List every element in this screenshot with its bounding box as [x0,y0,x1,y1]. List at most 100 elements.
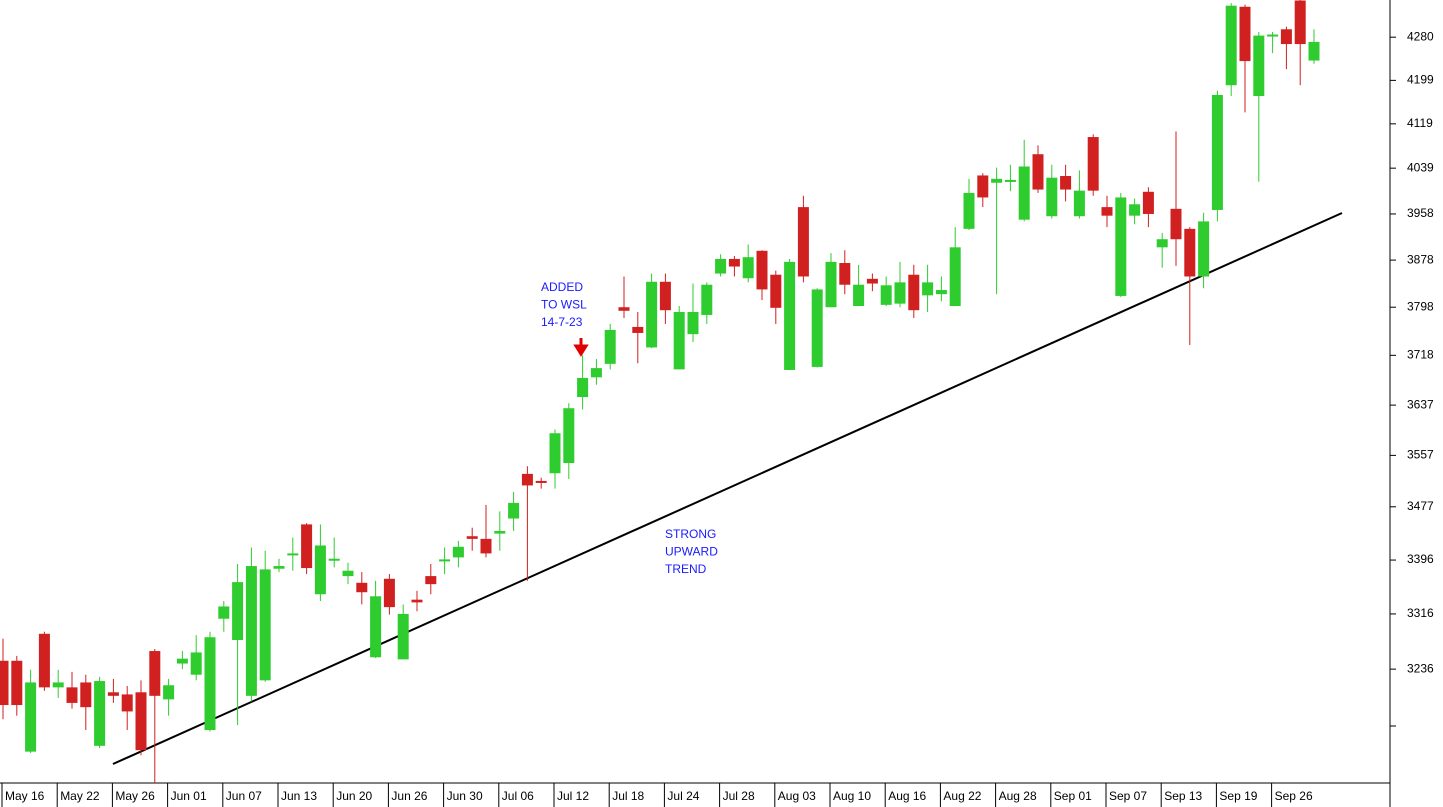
candle-body [25,682,37,752]
x-tick-label: Jun 20 [336,789,372,803]
candle-body [356,582,368,593]
candle-body [11,660,23,706]
candle-body [121,694,133,712]
candle-body [38,633,50,688]
candle-body [1211,94,1223,210]
candle-body [715,258,727,274]
candle-body [853,284,865,307]
candle-body [439,559,451,562]
candle-body [728,258,740,267]
candle-body [1156,239,1168,248]
x-tick-label: Sep 13 [1164,789,1202,803]
trend-line [112,212,1343,765]
candle-body [673,311,685,370]
candle-body [701,284,713,315]
candle-body [107,692,119,696]
x-tick-label: Aug 22 [943,789,981,803]
candle-body [301,524,313,569]
candle-body [1280,29,1292,45]
candle-body [1129,204,1141,216]
candle-body [963,192,975,229]
y-tick-label: 3878 [1407,252,1434,266]
candle-body [66,687,78,703]
y-tick-label: 3718 [1407,347,1434,361]
candle-body [770,274,782,308]
y-tick-label: 4199 [1407,73,1434,87]
candle-body [1294,0,1306,45]
x-tick-label: Aug 10 [833,789,871,803]
annotation: 14-7-23 [541,315,583,329]
candle-body [1225,5,1237,86]
candle-body [425,576,437,585]
y-tick-label: 3316 [1407,606,1434,620]
y-tick-label: 3236 [1407,661,1434,675]
x-tick-label: Sep 26 [1275,789,1313,803]
candle-body [977,175,989,198]
annotation: UPWARD [665,545,718,559]
candle-body [1004,179,1016,182]
x-tick-label: Jul 28 [723,789,755,803]
candle-body [908,274,920,311]
y-tick-label: 3557 [1407,448,1434,462]
annotation: TO WSL [541,298,587,312]
y-tick-label: 3396 [1407,552,1434,566]
x-tick-label: Aug 03 [778,789,816,803]
candle-body [825,261,837,308]
x-tick-label: Jun 01 [171,789,207,803]
candle-body [0,660,9,706]
candle-body [1115,197,1127,296]
candle-body [894,282,906,304]
x-tick-label: Sep 07 [1109,789,1147,803]
candle-body [535,480,547,483]
x-tick-label: Jul 06 [502,789,534,803]
candle-body [756,250,768,290]
candle-body [314,545,326,595]
y-tick-label: 3637 [1407,397,1434,411]
candle-body [563,408,575,464]
candle-body [149,651,161,696]
candle-body [590,368,602,378]
candle-body [646,281,658,348]
candle-body [742,257,754,279]
candle-body [190,652,202,675]
candle-body [494,530,506,534]
candle-body [273,566,285,569]
x-tick-label: Jul 12 [557,789,589,803]
candle-body [135,692,147,751]
candle-body [1170,208,1182,240]
candle-body [397,613,409,660]
candle-body [632,326,644,333]
candle-body [687,311,699,335]
x-tick-label: May 22 [60,789,100,803]
candle-body [1184,228,1196,277]
candle-body [659,281,671,311]
arrow [573,338,589,357]
candle-body [549,433,561,474]
candle-body [1308,41,1320,61]
candle-body [176,658,188,664]
candle-body [245,566,257,696]
candle-body [52,682,64,688]
x-tick-label: May 26 [115,789,155,803]
candle-body [466,536,478,539]
candle-body [797,207,809,277]
candle-body [328,558,340,561]
candle-body [880,285,892,305]
candle-body [922,282,934,296]
candle-body [204,637,216,731]
candle-body [452,546,464,558]
candle-body [991,178,1003,183]
y-tick-label: 4039 [1407,160,1434,174]
candle-body [411,599,423,603]
candle-body [259,569,271,681]
x-tick-label: Jun 30 [447,789,483,803]
candle-body [618,307,630,311]
candle-body [811,289,823,367]
x-tick-label: May 16 [5,789,45,803]
annotation: ADDED [541,280,583,294]
candle-body [604,329,616,364]
x-tick-label: Aug 16 [888,789,926,803]
candle-body [866,278,878,284]
